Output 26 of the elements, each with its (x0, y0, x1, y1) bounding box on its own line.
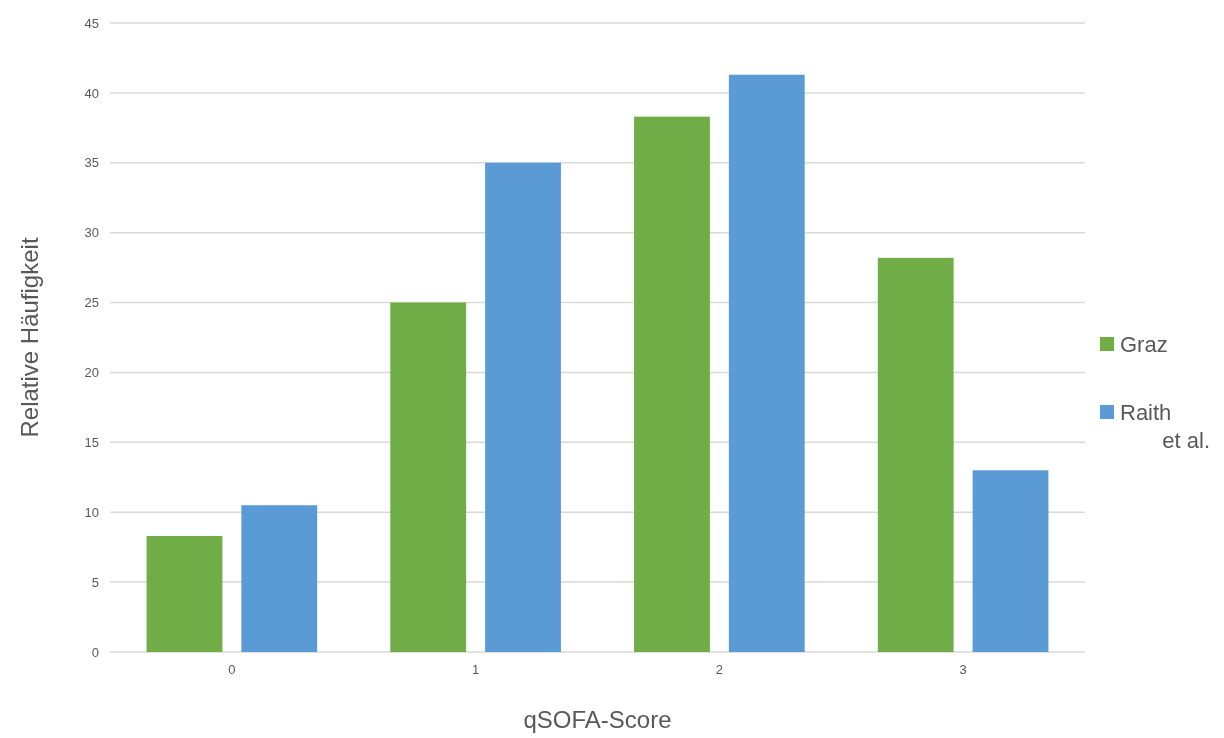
y-tick-label: 35 (84, 155, 99, 171)
y-tick-label: 25 (84, 295, 99, 311)
y-tick-label: 20 (84, 365, 99, 381)
bar (390, 302, 467, 652)
x-tick-label: 2 (715, 662, 723, 678)
y-tick-label: 0 (91, 644, 99, 660)
x-tick-label: 3 (959, 662, 967, 678)
bar (728, 74, 805, 652)
y-axis-title: Relative Häufigkeit (16, 237, 43, 438)
x-axis-title: qSOFA-Score (523, 706, 672, 733)
y-tick-label: 30 (84, 225, 99, 241)
x-tick-label: 0 (228, 662, 236, 678)
y-tick-label: 40 (84, 85, 99, 101)
bar (877, 257, 954, 652)
bar (146, 535, 223, 652)
bar (634, 116, 710, 652)
y-tick-label: 10 (84, 504, 99, 520)
bar (972, 470, 1049, 652)
x-tick-label: 1 (472, 662, 480, 678)
y-tick-label: 45 (84, 15, 99, 31)
y-tick-label: 5 (91, 574, 99, 590)
y-tick-label: 15 (84, 434, 99, 450)
bar (241, 505, 318, 652)
legend-label: Raith et al. (1120, 400, 1210, 453)
legend-label: Graz (1120, 332, 1168, 357)
bar (485, 162, 561, 652)
